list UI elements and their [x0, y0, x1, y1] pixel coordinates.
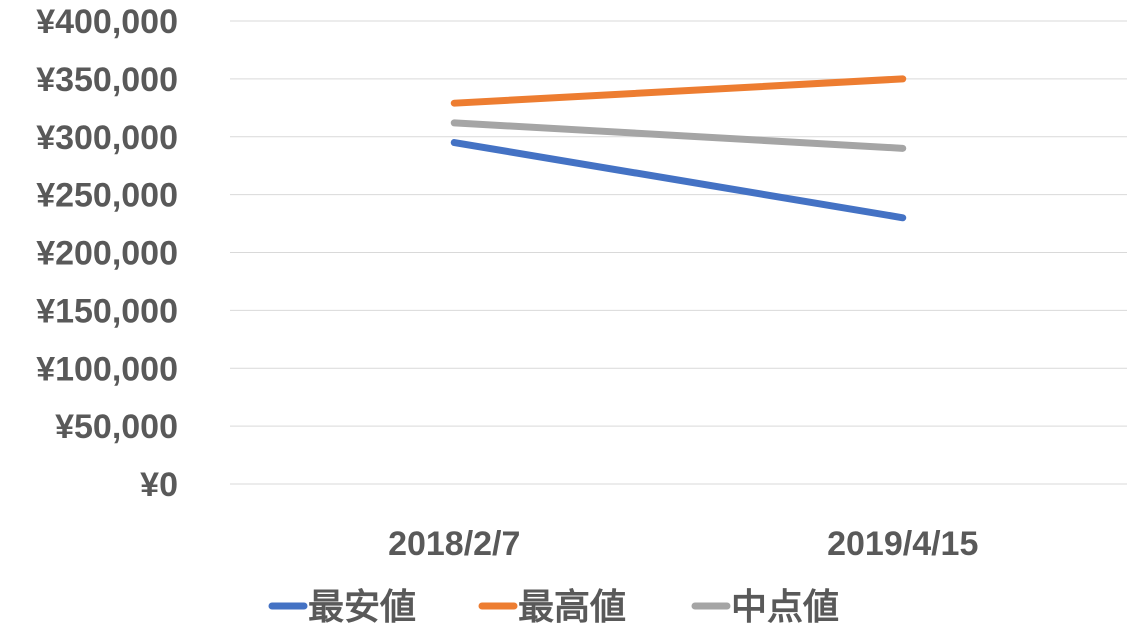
y-tick-label: ¥50,000: [55, 408, 178, 446]
y-tick-label: ¥0: [140, 466, 178, 504]
legend-label: 中点値: [731, 587, 839, 628]
x-tick-label: 2019/4/15: [827, 525, 978, 563]
y-tick-label: ¥200,000: [36, 235, 178, 273]
y-tick-label: ¥250,000: [36, 177, 178, 215]
legend-item: 最安値: [268, 587, 416, 628]
legend-label: 最安値: [308, 587, 416, 628]
y-tick-label: ¥300,000: [36, 119, 178, 157]
legend-item: 中点値: [691, 587, 839, 628]
y-axis-tick-labels: ¥0 ¥50,000 ¥100,000 ¥150,000 ¥200,000 ¥250,00…: [36, 3, 178, 504]
legend-item: 最高値: [478, 587, 626, 628]
y-tick-label: ¥100,000: [36, 350, 178, 388]
gridlines: [230, 20, 1127, 485]
legend-label: 最高値: [518, 587, 626, 628]
x-axis-tick-labels: 2018/2/7 2019/4/15: [388, 525, 978, 563]
series-line: [450, 75, 907, 107]
series-lines: [450, 75, 907, 222]
y-tick-label: ¥400,000: [36, 3, 178, 41]
x-tick-label: 2018/2/7: [388, 525, 520, 563]
series-line: [450, 139, 907, 222]
y-tick-label: ¥350,000: [36, 61, 178, 99]
series-line: [450, 119, 907, 152]
legend: 最安値 最高値 中点値: [268, 587, 839, 628]
y-tick-label: ¥150,000: [36, 292, 178, 330]
